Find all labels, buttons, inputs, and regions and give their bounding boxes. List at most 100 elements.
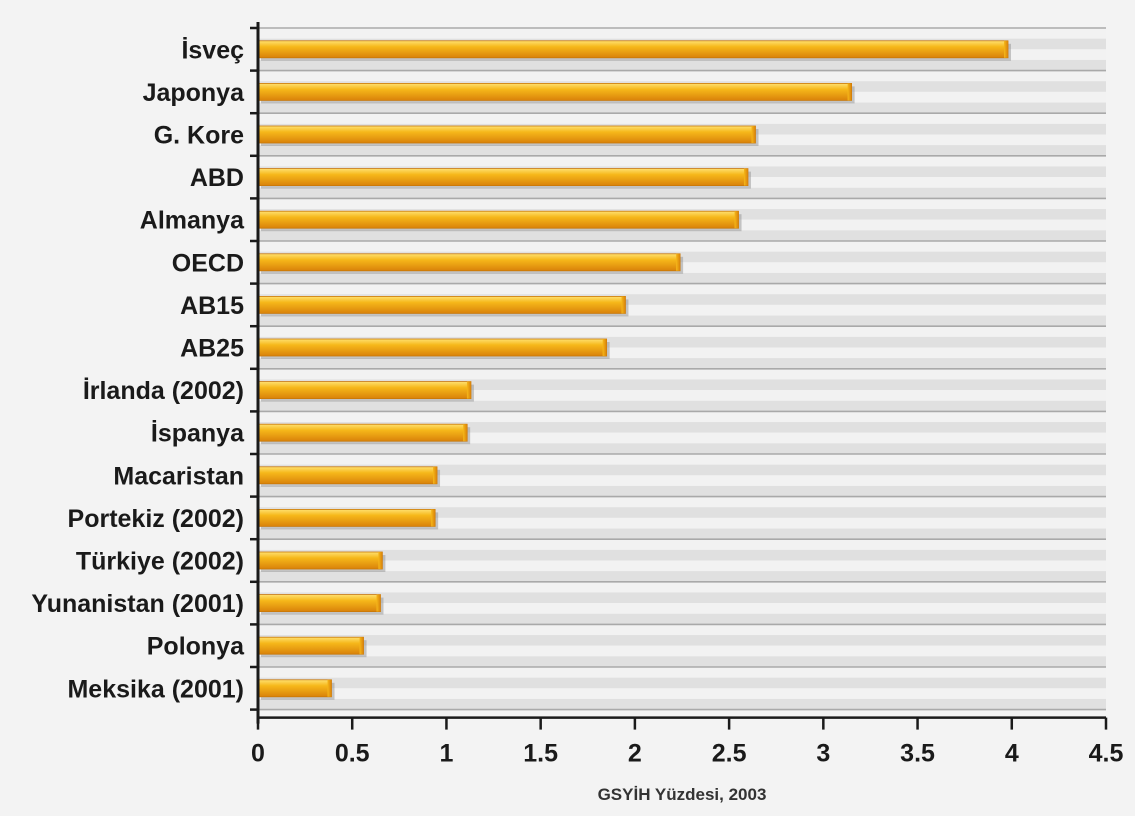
background-stripe xyxy=(258,59,1106,71)
bar-body xyxy=(257,381,472,400)
bars xyxy=(257,40,1012,700)
x-tick-label: 1 xyxy=(439,740,453,768)
background-bands xyxy=(258,28,1106,710)
bar-cap xyxy=(602,339,607,356)
bar-cap xyxy=(466,381,471,399)
background-stripe xyxy=(258,400,1106,412)
bar xyxy=(257,125,759,146)
category-label: Yunanistan (2001) xyxy=(31,590,244,618)
background-stripe xyxy=(258,198,1106,210)
category-label: İsveç xyxy=(181,36,244,64)
bar xyxy=(257,338,610,359)
bar xyxy=(257,210,742,232)
background-stripe xyxy=(258,496,1106,508)
x-tick-label: 3.5 xyxy=(900,740,935,768)
background-stripe xyxy=(258,230,1106,241)
bar xyxy=(257,636,367,658)
category-label: İrlanda (2002) xyxy=(83,377,244,405)
background-stripe xyxy=(258,581,1106,593)
background-stripe xyxy=(258,475,1106,486)
background-stripe xyxy=(258,571,1106,582)
bar-body xyxy=(257,253,681,272)
background-stripe xyxy=(258,113,1106,124)
bar xyxy=(257,168,751,189)
category-label: İspanya xyxy=(151,420,245,448)
background-stripe xyxy=(258,304,1106,316)
background-stripe xyxy=(258,272,1106,284)
x-tick-label: 2.5 xyxy=(712,740,747,768)
bar-cap xyxy=(621,296,626,314)
background-stripe xyxy=(258,592,1106,604)
bar-cap xyxy=(327,679,332,697)
bar xyxy=(257,381,474,402)
background-stripe xyxy=(258,539,1106,550)
bar-cap xyxy=(676,253,681,271)
bar-body xyxy=(257,423,468,442)
bar-cap xyxy=(734,211,739,229)
x-tick-label: 4.5 xyxy=(1089,740,1124,768)
background-stripe xyxy=(258,603,1106,614)
category-label: OECD xyxy=(172,249,244,277)
category-label: Meksika (2001) xyxy=(67,675,244,703)
background-stripe xyxy=(258,28,1106,39)
background-stripe xyxy=(258,464,1106,476)
bar-cap xyxy=(743,168,748,186)
background-stripe xyxy=(258,454,1106,465)
bar-body xyxy=(257,551,383,570)
bar xyxy=(257,594,384,615)
background-stripe xyxy=(258,422,1106,433)
bar xyxy=(257,551,386,572)
x-tick-label: 0 xyxy=(251,740,265,768)
bar-cap xyxy=(1004,40,1009,58)
background-stripe xyxy=(258,102,1106,114)
background-stripe xyxy=(258,241,1106,252)
background-stripe xyxy=(258,368,1106,380)
background-stripe xyxy=(258,485,1106,497)
background-stripe xyxy=(258,315,1106,327)
bar xyxy=(257,466,441,487)
bar-body xyxy=(257,466,438,485)
bar xyxy=(257,83,855,104)
background-stripe xyxy=(258,667,1106,678)
bar xyxy=(257,679,335,700)
background-stripe xyxy=(258,613,1106,625)
bar-cap xyxy=(359,637,364,655)
category-label: Polonya xyxy=(147,633,245,661)
category-label: ABD xyxy=(190,164,244,192)
bar xyxy=(257,423,471,445)
background-stripe xyxy=(258,677,1106,689)
x-tick-label: 1.5 xyxy=(523,740,558,768)
background-stripe xyxy=(258,294,1106,305)
bar-cap xyxy=(433,466,438,484)
category-label: Macaristan xyxy=(113,462,244,490)
background-stripe xyxy=(258,517,1106,529)
bar xyxy=(257,295,629,317)
background-stripe xyxy=(258,688,1106,699)
bar-body xyxy=(257,508,436,527)
bar-cap xyxy=(463,424,468,442)
bar-body xyxy=(257,636,364,655)
bar-body xyxy=(257,679,332,698)
background-stripe xyxy=(258,443,1106,454)
background-stripe xyxy=(258,507,1106,518)
bar-body xyxy=(257,168,749,187)
category-label: G. Kore xyxy=(154,122,244,150)
bar xyxy=(257,40,1012,61)
category-label: Portekiz (2002) xyxy=(68,505,244,533)
background-stripe xyxy=(258,262,1106,273)
background-stripe xyxy=(258,283,1106,295)
bar-body xyxy=(257,83,852,101)
background-stripe xyxy=(258,645,1106,657)
bar-cap xyxy=(847,83,852,101)
background-stripe xyxy=(258,528,1106,540)
background-stripe xyxy=(258,187,1106,199)
background-stripe xyxy=(258,390,1106,401)
category-label: Japonya xyxy=(143,79,246,107)
bar-body xyxy=(257,594,381,612)
bar-cap xyxy=(751,126,756,143)
background-stripe xyxy=(258,656,1106,667)
background-stripe xyxy=(258,336,1106,348)
background-stripe xyxy=(258,698,1106,710)
bar-cap xyxy=(376,594,381,612)
